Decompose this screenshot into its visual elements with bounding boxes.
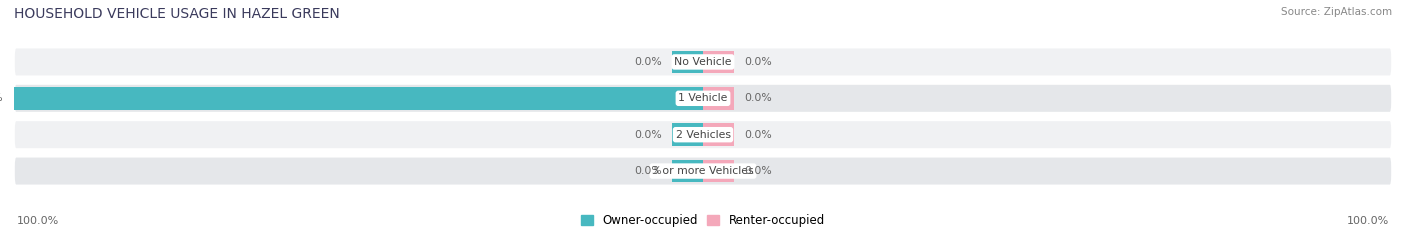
- Text: 100.0%: 100.0%: [17, 216, 59, 226]
- Text: 0.0%: 0.0%: [744, 93, 772, 103]
- Bar: [703, 51, 734, 73]
- FancyBboxPatch shape: [14, 47, 1392, 76]
- FancyBboxPatch shape: [14, 120, 1392, 149]
- Text: 100.0%: 100.0%: [1347, 216, 1389, 226]
- Bar: [672, 123, 703, 146]
- Text: 3 or more Vehicles: 3 or more Vehicles: [652, 166, 754, 176]
- FancyBboxPatch shape: [14, 157, 1392, 186]
- Text: 0.0%: 0.0%: [634, 166, 662, 176]
- Legend: Owner-occupied, Renter-occupied: Owner-occupied, Renter-occupied: [581, 214, 825, 227]
- Bar: [703, 87, 734, 110]
- Text: Source: ZipAtlas.com: Source: ZipAtlas.com: [1281, 7, 1392, 17]
- Text: 0.0%: 0.0%: [744, 166, 772, 176]
- Text: 2 Vehicles: 2 Vehicles: [675, 130, 731, 140]
- Text: 100.0%: 100.0%: [0, 93, 4, 103]
- Bar: [703, 160, 734, 182]
- Bar: [703, 123, 734, 146]
- Text: 0.0%: 0.0%: [634, 130, 662, 140]
- FancyBboxPatch shape: [14, 84, 1392, 113]
- Bar: [14, 87, 703, 110]
- Bar: [672, 160, 703, 182]
- Text: 1 Vehicle: 1 Vehicle: [678, 93, 728, 103]
- Text: No Vehicle: No Vehicle: [675, 57, 731, 67]
- Text: 0.0%: 0.0%: [744, 130, 772, 140]
- Bar: [672, 51, 703, 73]
- Text: 0.0%: 0.0%: [744, 57, 772, 67]
- Text: 0.0%: 0.0%: [634, 57, 662, 67]
- Text: HOUSEHOLD VEHICLE USAGE IN HAZEL GREEN: HOUSEHOLD VEHICLE USAGE IN HAZEL GREEN: [14, 7, 340, 21]
